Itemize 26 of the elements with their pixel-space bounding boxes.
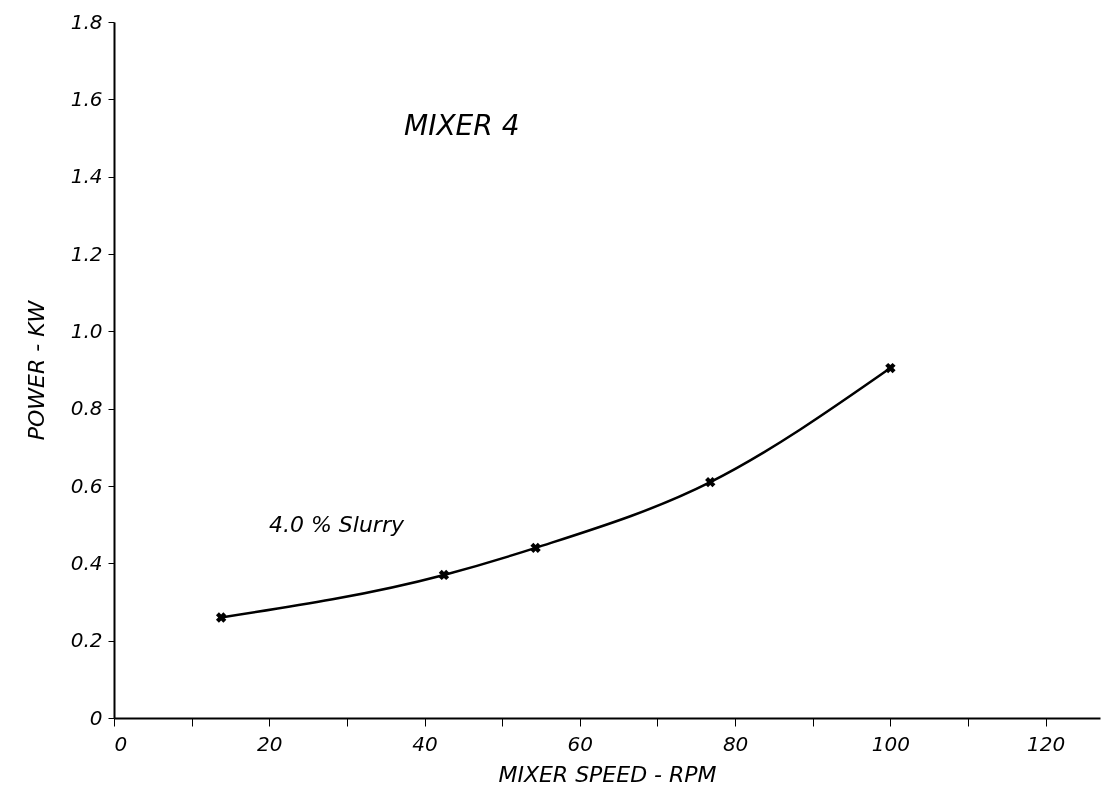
- y-tick-label: 1.8: [70, 9, 103, 34]
- point: [530, 542, 541, 554]
- x-tick-label: 20: [257, 731, 283, 756]
- y-tick-label: 0.6: [70, 473, 103, 498]
- point: [705, 476, 716, 488]
- x-tick-label: 80: [722, 731, 749, 756]
- y-tick-label: 1.2: [70, 241, 103, 266]
- y-tick-label: 1.4: [70, 164, 103, 189]
- y-tick-label: 0: [89, 705, 103, 730]
- x-tick-label: 40: [412, 731, 438, 756]
- point: [885, 362, 896, 374]
- x-axis-title: MIXER SPEED - RPM: [498, 761, 717, 787]
- x-tick-label: 120: [1027, 731, 1066, 756]
- point: [438, 569, 450, 581]
- annotation: MIXER 4: [404, 109, 520, 142]
- x-tick-label: 0: [114, 731, 128, 756]
- y-tick-label: 1.0: [70, 318, 103, 343]
- y-tick-label: 0.2: [70, 628, 103, 653]
- x-tick-label: 60: [567, 731, 594, 756]
- y-tick-label: 0.8: [70, 396, 103, 421]
- y-tick-label: 0.4: [70, 550, 103, 575]
- y-tick-label: 1.6: [70, 86, 103, 111]
- text: 4.0 % Slurry: [268, 511, 405, 537]
- x-tick-label: 100: [871, 731, 910, 756]
- y-axis-title: POWER - KW: [23, 299, 49, 441]
- point: [215, 612, 227, 623]
